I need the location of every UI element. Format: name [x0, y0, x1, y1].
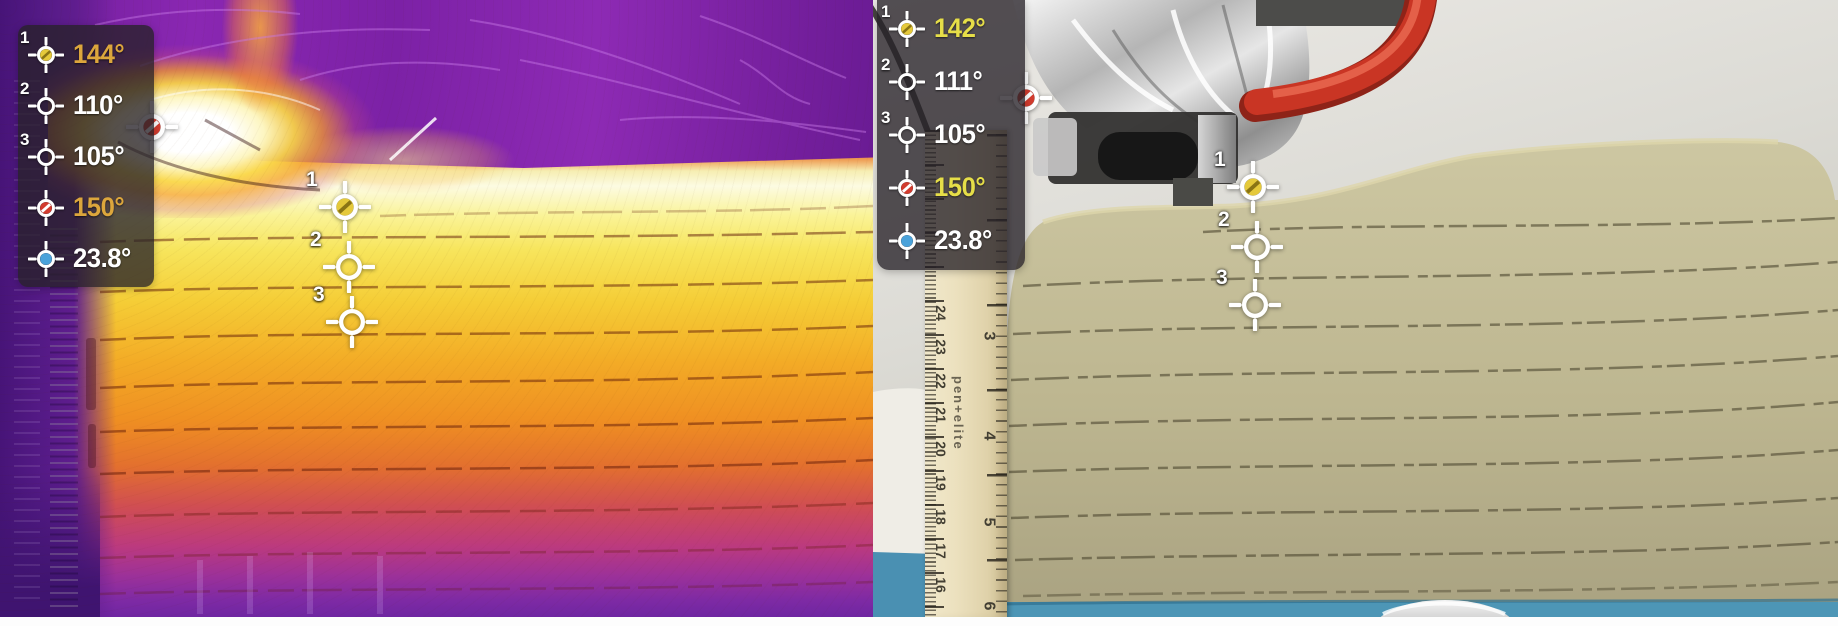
- ruler-number: 23: [932, 339, 949, 355]
- mount-bracket: [1198, 115, 1236, 183]
- ruler-number: 6: [980, 601, 998, 611]
- clay-wall: [1005, 140, 1838, 617]
- cool-streaks: [197, 552, 383, 614]
- spot-icon-open: 3: [881, 109, 925, 153]
- spot-index: 1: [20, 27, 30, 47]
- thermal-layer-lines: [99, 204, 873, 596]
- clamp-highlight: [1382, 601, 1506, 616]
- spot-marker-label: 3: [313, 283, 325, 306]
- spot-row-1[interactable]: 1 142°: [881, 2, 1025, 55]
- spot-value: 105°: [73, 141, 125, 171]
- ruler-print-marks: [86, 338, 96, 468]
- thermal-strip-shadow: [0, 470, 100, 617]
- ruler-brand-text: pen+elite: [951, 376, 966, 451]
- spot-marker-3-right[interactable]: 3: [1216, 267, 1281, 331]
- thermal-heat-plume: [212, 0, 308, 150]
- ruler-number: 5: [980, 517, 998, 527]
- spot-value: 144°: [73, 39, 125, 69]
- min-temp-row[interactable]: 23.8°: [28, 233, 154, 284]
- ruler-number: 16: [932, 577, 949, 593]
- spot-marker-label: 3: [1216, 266, 1228, 289]
- spot-row-2[interactable]: 2 110°: [20, 80, 154, 131]
- ruler-number: 21: [932, 407, 949, 423]
- right-measurement-panel: 1 142° 2 111° 3 105°: [877, 0, 1025, 270]
- spot-index: 2: [881, 54, 891, 74]
- max-temp-row[interactable]: 150°: [889, 161, 1025, 214]
- spot-value: 110°: [73, 90, 123, 120]
- bottom-margin: [0, 617, 1838, 626]
- spot-marker-label: 1: [306, 168, 318, 191]
- spot-icon-open: 2: [20, 80, 64, 124]
- bright-streak: [388, 116, 438, 162]
- ruler-number: 19: [932, 475, 949, 491]
- edge-highlight: [149, 88, 321, 111]
- feed-tube: [1244, 0, 1436, 115]
- spot-marker-2-left[interactable]: 2: [310, 229, 375, 293]
- extruder-motor: [1098, 132, 1198, 180]
- ruler-number: 17: [932, 543, 949, 559]
- spot-marker-3-left[interactable]: 3: [313, 284, 378, 348]
- min-temp-value: 23.8°: [73, 243, 131, 273]
- visible-view: 24 23 22 21 20 19 18 17 16 3 4 5 6 pen+e…: [873, 0, 1838, 617]
- spot-index: 2: [20, 78, 30, 98]
- spot-row-2[interactable]: 2 111°: [881, 55, 1025, 108]
- ruler-number: 4: [980, 431, 998, 441]
- min-temp-value: 23.8°: [934, 225, 992, 255]
- min-temp-row[interactable]: 23.8°: [889, 214, 1025, 267]
- clay-layer-lines: [1008, 216, 1838, 598]
- thermal-view: 1 2 3 1 144° 2 1: [0, 0, 873, 617]
- cloth: [873, 388, 933, 560]
- spot-marker-1-right[interactable]: 1: [1214, 149, 1279, 213]
- thermal-detail-overlay: [86, 8, 873, 614]
- nozzle-tip: [1173, 178, 1213, 206]
- left-measurement-panel: 1 144° 2 110° 3 105°: [18, 25, 154, 287]
- spot-row-1[interactable]: 1 144°: [20, 29, 154, 80]
- spot-icon-yellow: 1: [20, 29, 64, 73]
- spot-marker-2-right[interactable]: 2: [1218, 209, 1283, 273]
- max-temp-value: 150°: [934, 172, 986, 202]
- max-temp-row[interactable]: 150°: [28, 182, 154, 233]
- spot-marker-label: 2: [310, 228, 322, 251]
- spot-marker-1-left[interactable]: 1: [306, 169, 371, 233]
- min-temp-icon: [889, 222, 925, 259]
- feed-tube-highlight: [1272, 0, 1422, 98]
- edge-detail-lines: [94, 8, 867, 141]
- spot-index: 3: [20, 129, 30, 149]
- spot-icon-yellow: 1: [881, 3, 925, 47]
- ruler-number: 22: [932, 373, 949, 389]
- clay-top-highlight: [1042, 138, 1779, 225]
- ruler-number: 18: [932, 509, 949, 525]
- spot-index: 1: [881, 1, 891, 21]
- max-temp-icon: [28, 189, 64, 226]
- spot-row-3[interactable]: 3 105°: [20, 131, 154, 182]
- spot-value: 105°: [934, 119, 986, 149]
- spot-marker-label: 2: [1218, 208, 1230, 231]
- max-temp-value: 150°: [73, 192, 125, 222]
- spot-value: 142°: [934, 13, 986, 43]
- spot-index: 3: [881, 107, 891, 127]
- spot-row-3[interactable]: 3 105°: [881, 108, 1025, 161]
- min-temp-icon: [28, 240, 64, 277]
- ruler-number: 24: [932, 305, 949, 321]
- max-temp-icon: [889, 169, 925, 206]
- photo-scene: [873, 0, 1838, 617]
- thermal-ruler-ticks: [50, 228, 78, 610]
- ruler-number: 3: [980, 331, 998, 341]
- spot-marker-label: 1: [1214, 148, 1226, 171]
- mount-plate: [1033, 118, 1077, 176]
- spot-icon-open: 2: [881, 56, 925, 100]
- spot-value: 111°: [934, 66, 983, 96]
- table-edge: [1000, 598, 1838, 606]
- ruler-number: 20: [932, 441, 949, 457]
- spot-icon-open: 3: [20, 131, 64, 175]
